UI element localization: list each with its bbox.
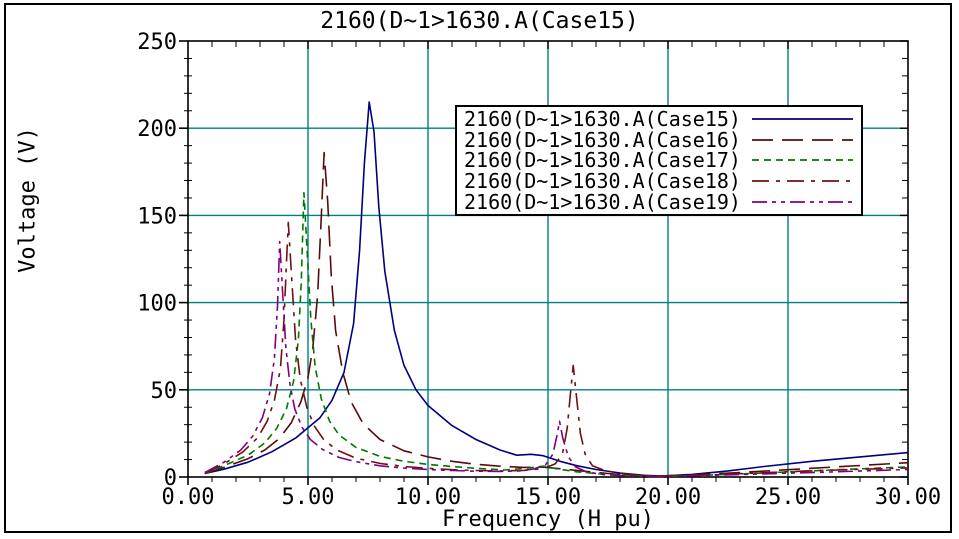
legend-item: 2160(D~1>1630.A(Case19)	[464, 189, 855, 214]
series-curves	[204, 101, 909, 478]
legend-line-swatch	[752, 138, 853, 141]
tick-marks	[179, 40, 909, 485]
y-tick-label: 200	[137, 117, 177, 142]
legend-item: 2160(D~1>1630.A(Case15)	[464, 107, 855, 132]
legend-label: 2160(D~1>1630.A(Case17)	[464, 148, 741, 173]
legend-item: 2160(D~1>1630.A(Case17)	[464, 148, 855, 173]
legend-item: 2160(D~1>1630.A(Case16)	[464, 127, 855, 152]
tick-labels: 0.00 5.00 10.00 15.00 20.00 25.00 30.00 0 50 100 1…	[137, 30, 941, 510]
legend-line-swatch	[752, 200, 853, 203]
legend-label: 2160(D~1>1630.A(Case18)	[464, 169, 741, 194]
legend-line-swatch	[752, 159, 853, 162]
y-tick-label: 50	[151, 379, 178, 404]
x-axis-label: Frequency (H pu)	[442, 507, 654, 532]
legend-line-swatch	[752, 118, 853, 121]
legend-item: 2160(D~1>1630.A(Case18)	[464, 169, 855, 194]
legend-label: 2160(D~1>1630.A(Case16)	[464, 127, 741, 152]
x-tick-label: 10.00	[395, 485, 461, 510]
y-tick-label: 250	[137, 30, 177, 55]
x-tick-label: 25.00	[755, 485, 821, 510]
series-curve-4	[204, 221, 909, 477]
x-tick-label: 15.00	[515, 485, 581, 510]
x-tick-label: 30.00	[875, 485, 941, 510]
y-axis-label: Voltage (V)	[15, 127, 41, 273]
y-tick-label: 150	[137, 204, 177, 229]
y-tick-label: 100	[137, 292, 177, 317]
legend-line-swatch	[752, 180, 853, 182]
y-tick-label: 0	[164, 466, 177, 491]
x-tick-label: 0.00	[162, 485, 215, 510]
series-curve-3	[204, 191, 909, 478]
legend-label: 2160(D~1>1630.A(Case19)	[464, 189, 741, 214]
chart-title: 2160(D~1>1630.A(Case15)	[320, 8, 639, 34]
x-tick-label: 20.00	[635, 485, 701, 510]
legend-box: 2160(D~1>1630.A(Case15) 2160(D~1>1630.A(C…	[455, 105, 863, 216]
x-tick-label: 5.00	[282, 485, 335, 510]
legend-label: 2160(D~1>1630.A(Case15)	[464, 107, 741, 132]
